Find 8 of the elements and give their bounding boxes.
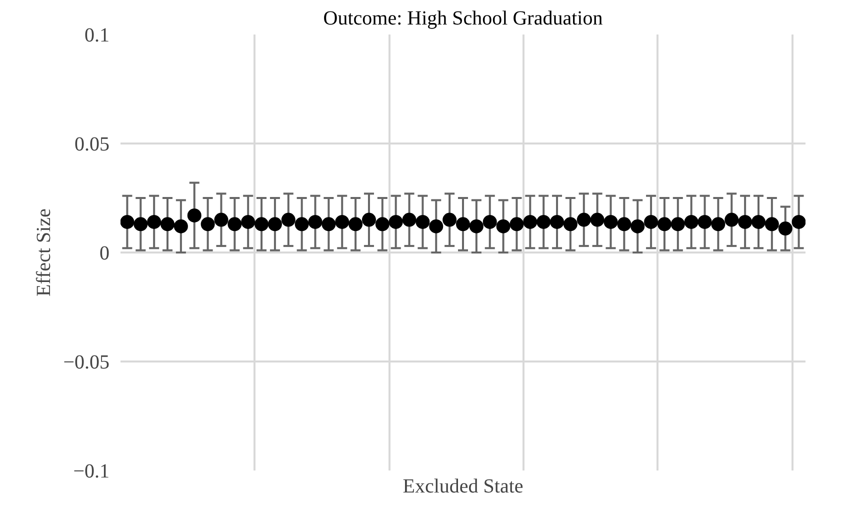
x-axis-title: Excluded State	[402, 476, 524, 498]
y-tick-label: −0.05	[63, 352, 110, 374]
y-tick-label: 0	[100, 242, 110, 264]
y-tick-label: 0.05	[74, 134, 110, 156]
y-tick-label: 0.1	[84, 24, 110, 46]
chart-title: Outcome: High School Graduation	[323, 8, 603, 30]
y-tick-label: −0.1	[73, 460, 110, 482]
y-axis-title: Effect Size	[33, 208, 56, 296]
